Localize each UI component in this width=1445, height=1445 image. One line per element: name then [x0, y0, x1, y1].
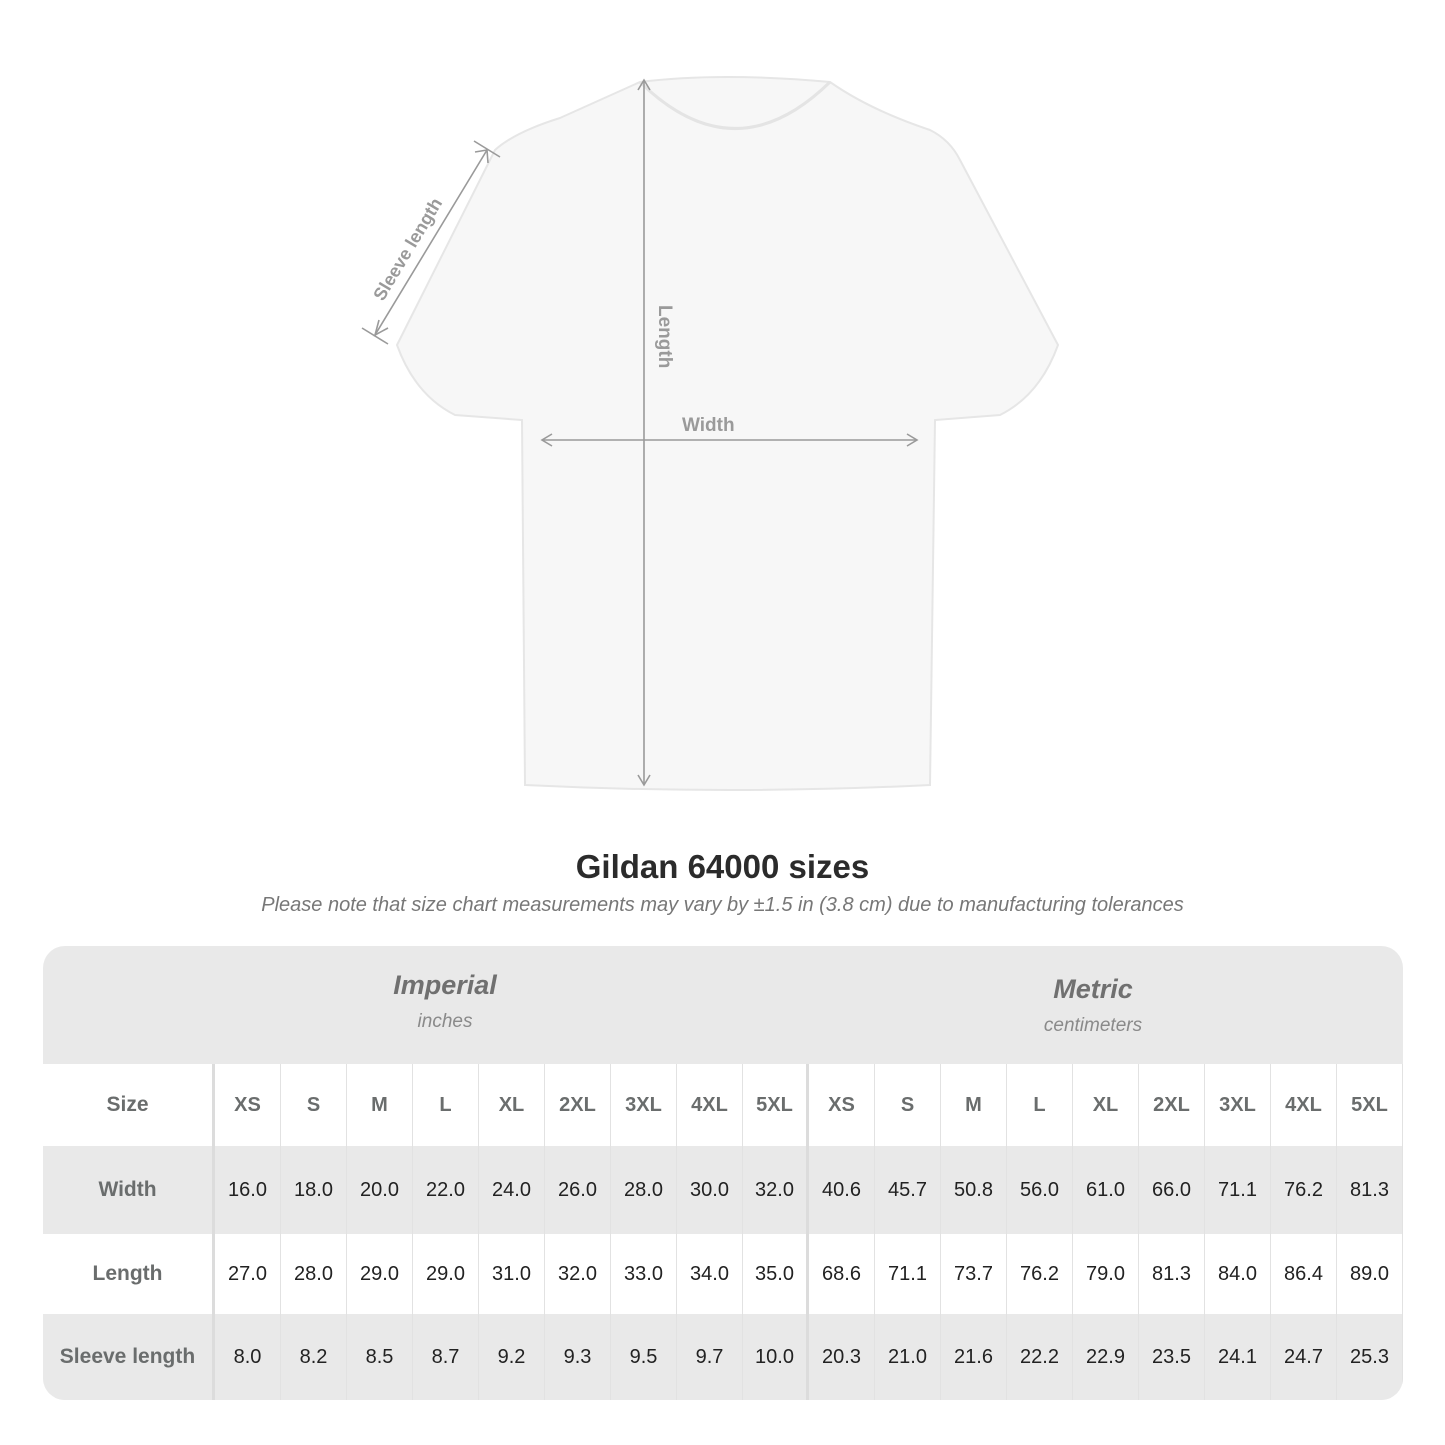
metric-value-cell: 81.3	[1139, 1234, 1205, 1314]
imperial-value-cell: 9.5	[611, 1314, 677, 1400]
imperial-value-cell: 31.0	[479, 1234, 545, 1314]
imperial-value-cell: 18.0	[281, 1146, 347, 1234]
metric-value-cell: 71.1	[1205, 1146, 1271, 1234]
imperial-value-cell: 28.0	[611, 1146, 677, 1234]
row-label: Length	[43, 1234, 215, 1314]
size-header-cell: 2XL	[545, 1064, 611, 1146]
imperial-value-cell: 9.7	[677, 1314, 743, 1400]
imperial-value-cell: 20.0	[347, 1146, 413, 1234]
row-label: Sleeve length	[43, 1314, 215, 1400]
metric-header: Metric centimeters	[863, 974, 1323, 1037]
tshirt-collar	[638, 80, 832, 130]
metric-value-cell: 61.0	[1073, 1146, 1139, 1234]
imperial-value-cell: 8.2	[281, 1314, 347, 1400]
tshirt-diagram: Sleeve length Length Width	[361, 76, 1060, 791]
chart-title: Gildan 64000 sizes	[575, 848, 870, 885]
size-header-cell: M	[941, 1064, 1007, 1146]
table-row: Sleeve length 8.0 8.2 8.5 8.7 9.2 9.3 9.5 9.7 10.…	[43, 1314, 1403, 1400]
metric-value-cell: 22.9	[1073, 1314, 1139, 1400]
metric-value-cell: 79.0	[1073, 1234, 1139, 1314]
imperial-value-cell: 10.0	[743, 1314, 809, 1400]
row-label: Width	[43, 1146, 215, 1234]
size-header-cell: L	[413, 1064, 479, 1146]
size-header-cell: 4XL	[1271, 1064, 1337, 1146]
size-header-cell: 3XL	[1205, 1064, 1271, 1146]
imperial-title: Imperial	[393, 970, 497, 1000]
imperial-value-cell: 24.0	[479, 1146, 545, 1234]
size-header-cell: XL	[1073, 1064, 1139, 1146]
imperial-value-cell: 8.0	[215, 1314, 281, 1400]
size-header-cell: XS	[809, 1064, 875, 1146]
metric-value-cell: 21.0	[875, 1314, 941, 1400]
metric-value-cell: 40.6	[809, 1146, 875, 1234]
metric-value-cell: 76.2	[1007, 1234, 1073, 1314]
metric-value-cell: 68.6	[809, 1234, 875, 1314]
metric-value-cell: 76.2	[1271, 1146, 1337, 1234]
size-header-cell: S	[281, 1064, 347, 1146]
size-header-cell: S	[875, 1064, 941, 1146]
length-label: Length	[654, 305, 675, 368]
imperial-value-cell: 33.0	[611, 1234, 677, 1314]
metric-value-cell: 73.7	[941, 1234, 1007, 1314]
metric-value-cell: 25.3	[1337, 1314, 1403, 1400]
imperial-header: Imperial inches	[215, 970, 675, 1033]
size-header-cell: XL	[479, 1064, 545, 1146]
metric-value-cell: 23.5	[1139, 1314, 1205, 1400]
imperial-value-cell: 32.0	[743, 1146, 809, 1234]
imperial-value-cell: 22.0	[413, 1146, 479, 1234]
size-header-cell: 5XL	[743, 1064, 809, 1146]
metric-value-cell: 89.0	[1337, 1234, 1403, 1314]
metric-value-cell: 71.1	[875, 1234, 941, 1314]
size-header-cell: 4XL	[677, 1064, 743, 1146]
tolerance-note: Please note that size chart measurements…	[261, 894, 1184, 916]
imperial-value-cell: 16.0	[215, 1146, 281, 1234]
size-header-cell: XS	[215, 1064, 281, 1146]
size-table: Imperial inches Metric centimeters Size X…	[43, 946, 1403, 1400]
metric-value-cell: 56.0	[1007, 1146, 1073, 1234]
metric-unit: centimeters	[1043, 1015, 1143, 1036]
metric-value-cell: 45.7	[875, 1146, 941, 1234]
metric-value-cell: 21.6	[941, 1314, 1007, 1400]
imperial-value-cell: 34.0	[677, 1234, 743, 1314]
size-header-cell: 5XL	[1337, 1064, 1403, 1146]
tshirt-shape	[395, 76, 1060, 791]
metric-value-cell: 81.3	[1337, 1146, 1403, 1234]
imperial-value-cell: 8.5	[347, 1314, 413, 1400]
metric-value-cell: 24.7	[1271, 1314, 1337, 1400]
imperial-value-cell: 32.0	[545, 1234, 611, 1314]
imperial-value-cell: 29.0	[347, 1234, 413, 1314]
imperial-value-cell: 30.0	[677, 1146, 743, 1234]
metric-value-cell: 84.0	[1205, 1234, 1271, 1314]
metric-value-cell: 20.3	[809, 1314, 875, 1400]
width-label: Width	[682, 415, 735, 436]
metric-value-cell: 66.0	[1139, 1146, 1205, 1234]
imperial-value-cell: 35.0	[743, 1234, 809, 1314]
imperial-value-cell: 9.2	[479, 1314, 545, 1400]
size-header-cell: L	[1007, 1064, 1073, 1146]
metric-title: Metric	[1053, 974, 1133, 1004]
imperial-unit: inches	[417, 1011, 473, 1032]
imperial-value-cell: 9.3	[545, 1314, 611, 1400]
size-header-cell: M	[347, 1064, 413, 1146]
metric-value-cell: 50.8	[941, 1146, 1007, 1234]
row-label: Size	[43, 1064, 215, 1146]
metric-value-cell: 86.4	[1271, 1234, 1337, 1314]
metric-value-cell: 22.2	[1007, 1314, 1073, 1400]
imperial-value-cell: 8.7	[413, 1314, 479, 1400]
size-header-cell: 2XL	[1139, 1064, 1205, 1146]
imperial-value-cell: 28.0	[281, 1234, 347, 1314]
imperial-value-cell: 29.0	[413, 1234, 479, 1314]
metric-value-cell: 24.1	[1205, 1314, 1271, 1400]
sleeve-length-arrow	[374, 149, 488, 336]
imperial-value-cell: 26.0	[545, 1146, 611, 1234]
table-row: Width 16.0 18.0 20.0 22.0 24.0 26.0 28.0 30.0 32.…	[43, 1146, 1403, 1234]
table-row: Length 27.0 28.0 29.0 29.0 31.0 32.0 33.0 34.0 35…	[43, 1234, 1403, 1314]
size-header-cell: 3XL	[611, 1064, 677, 1146]
imperial-value-cell: 27.0	[215, 1234, 281, 1314]
size-header-row: Size XS S M L XL 2XL 3XL 4XL 5XL XS S M L XL 2XL 3XL 4XL 5…	[43, 1064, 1403, 1146]
